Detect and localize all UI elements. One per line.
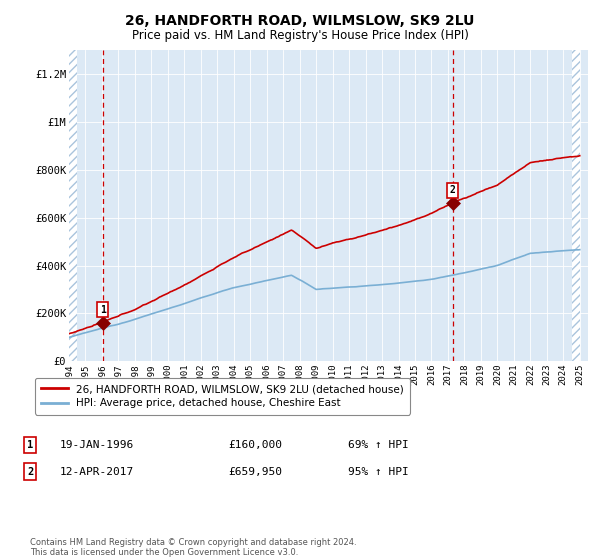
Text: £160,000: £160,000 bbox=[228, 440, 282, 450]
Bar bbox=[572, 50, 580, 361]
Text: £659,950: £659,950 bbox=[228, 466, 282, 477]
Text: 1: 1 bbox=[100, 305, 106, 315]
Text: 95% ↑ HPI: 95% ↑ HPI bbox=[348, 466, 409, 477]
Text: 2: 2 bbox=[27, 466, 33, 477]
Text: 19-JAN-1996: 19-JAN-1996 bbox=[60, 440, 134, 450]
Text: Price paid vs. HM Land Registry's House Price Index (HPI): Price paid vs. HM Land Registry's House … bbox=[131, 29, 469, 42]
Bar bbox=[69, 50, 77, 361]
Text: 12-APR-2017: 12-APR-2017 bbox=[60, 466, 134, 477]
Text: 2: 2 bbox=[449, 185, 455, 195]
Text: Contains HM Land Registry data © Crown copyright and database right 2024.
This d: Contains HM Land Registry data © Crown c… bbox=[30, 538, 356, 557]
Legend: 26, HANDFORTH ROAD, WILMSLOW, SK9 2LU (detached house), HPI: Average price, deta: 26, HANDFORTH ROAD, WILMSLOW, SK9 2LU (d… bbox=[35, 378, 410, 414]
Text: 26, HANDFORTH ROAD, WILMSLOW, SK9 2LU: 26, HANDFORTH ROAD, WILMSLOW, SK9 2LU bbox=[125, 14, 475, 28]
Text: 1: 1 bbox=[27, 440, 33, 450]
Text: 69% ↑ HPI: 69% ↑ HPI bbox=[348, 440, 409, 450]
